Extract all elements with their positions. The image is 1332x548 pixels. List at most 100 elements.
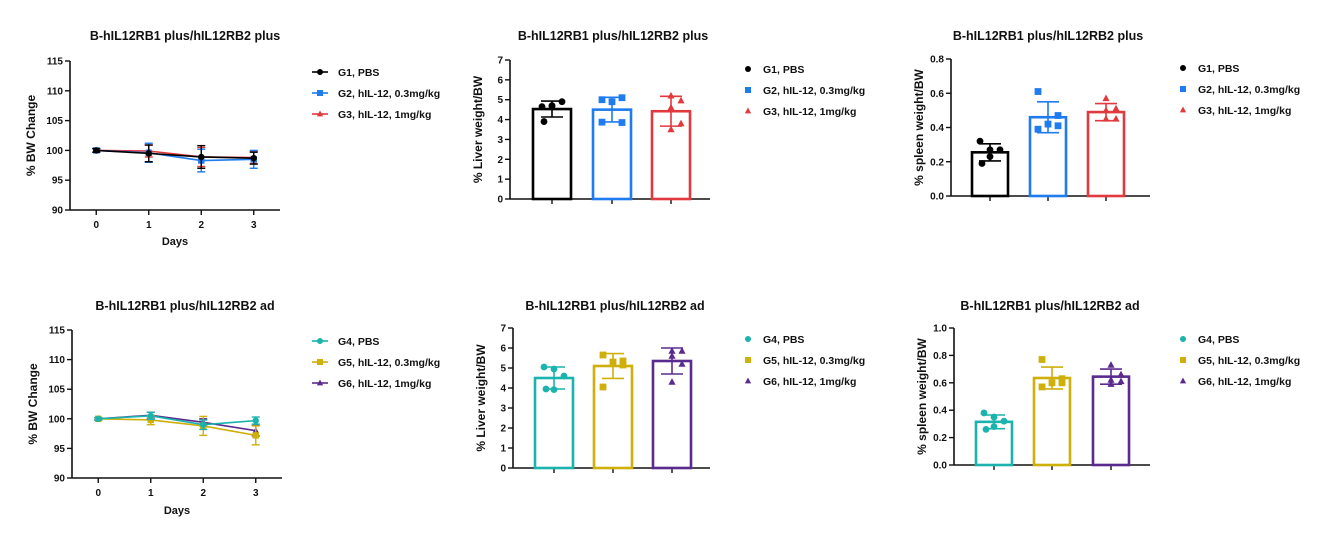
chart-title: B-hIL12RB1 plus/hIL12RB2 plus <box>90 29 280 43</box>
square-marker-icon <box>745 87 751 93</box>
legend-label: G3, hIL-12, 1mg/kg <box>1198 105 1291 117</box>
legend-entry: G1, PBS <box>1180 63 1239 75</box>
circle-marker-icon <box>1180 65 1186 71</box>
y-tick-label: 0.4 <box>930 123 944 134</box>
circle-marker-icon <box>317 69 323 75</box>
circle-marker-icon <box>745 336 751 342</box>
data-point <box>976 137 984 145</box>
legend-entry: G3, hIL-12, 1mg/kg <box>312 109 431 121</box>
data-point <box>1038 383 1046 391</box>
y-tick-label: 0 <box>497 195 503 206</box>
data-point <box>1107 361 1115 368</box>
data-point <box>1102 115 1110 122</box>
data-point <box>252 432 259 439</box>
data-point <box>250 154 257 162</box>
legend-entry: G4, PBS <box>745 334 804 346</box>
data-point <box>147 412 154 420</box>
y-tick-label: 110 <box>49 355 66 366</box>
data-point <box>252 417 259 424</box>
legend-entry: G5, hIL-12, 0.3mg/kg <box>312 357 440 369</box>
circle-marker-icon <box>317 338 323 344</box>
legend-entry: G4, PBS <box>1180 334 1239 346</box>
data-point <box>198 153 205 161</box>
x-tick-label: 3 <box>253 488 259 499</box>
y-tick-label: 0.6 <box>933 378 947 389</box>
chart-panel: B-hIL12RB1 plus/hIL12RB2 ad 90 95 100 105 110… <box>26 299 440 517</box>
legend-label: G4, PBS <box>763 334 804 346</box>
y-tick-label: 1.0 <box>933 324 947 335</box>
y-tick-label: 5 <box>500 364 506 375</box>
data-point <box>558 98 566 106</box>
data-point <box>668 347 676 354</box>
chart-panel: B-hIL12RB1 plus/hIL12RB2 plus 90 95 100 105 1… <box>24 29 440 248</box>
data-point <box>538 103 546 111</box>
circle-marker-icon <box>1180 336 1186 342</box>
x-tick-label: 1 <box>146 220 152 231</box>
legend-entry: G4, PBS <box>312 336 379 348</box>
y-tick-label: 100 <box>46 146 63 157</box>
data-point <box>540 363 548 371</box>
x-tick-label: 0 <box>93 220 99 231</box>
legend-entry: G1, PBS <box>312 67 379 79</box>
data-point <box>1054 112 1062 119</box>
data-point <box>1034 125 1042 133</box>
legend-label: G6, hIL-12, 1mg/kg <box>763 376 856 388</box>
y-tick-label: 105 <box>48 385 65 396</box>
chart-title: B-hIL12RB1 plus/hIL12RB2 ad <box>95 299 274 313</box>
data-point <box>599 383 607 391</box>
data-point <box>1102 94 1110 102</box>
chart-title: B-hIL12RB1 plus/hIL12RB2 plus <box>518 29 708 43</box>
y-axis-label: % BW Change <box>24 95 38 177</box>
bar <box>1091 375 1131 467</box>
data-point <box>668 352 676 359</box>
legend-label: G5, hIL-12, 0.3mg/kg <box>338 357 440 369</box>
square-marker-icon <box>317 90 323 96</box>
legend-entry: G3, hIL-12, 1mg/kg <box>1179 105 1291 117</box>
data-point <box>978 160 986 167</box>
y-tick-label: 5 <box>497 95 503 106</box>
data-point <box>1038 356 1046 363</box>
y-tick-label: 2 <box>500 424 506 435</box>
series-line <box>98 415 256 426</box>
data-point <box>990 423 998 431</box>
legend-label: G4, PBS <box>338 336 379 348</box>
y-tick-label: 1 <box>497 175 503 186</box>
bar-group-2 <box>1086 94 1126 201</box>
legend-label: G6, hIL-12, 1mg/kg <box>338 378 431 390</box>
y-tick-label: 0 <box>500 464 506 475</box>
bar-group-2 <box>651 347 693 473</box>
x-axis-label: Days <box>162 236 188 248</box>
data-point <box>667 125 675 133</box>
data-point <box>996 146 1004 154</box>
data-point <box>599 351 607 359</box>
x-tick-label: 1 <box>148 488 154 499</box>
y-tick-label: 2 <box>497 155 503 166</box>
data-point <box>1112 115 1120 122</box>
series-line <box>98 418 256 437</box>
data-point <box>986 146 994 154</box>
data-point <box>550 386 558 393</box>
triangle-marker-icon <box>316 110 324 117</box>
y-tick-label: 0.8 <box>933 351 947 362</box>
y-tick-label: 95 <box>52 176 64 187</box>
data-point <box>982 425 990 433</box>
y-tick-label: 0.6 <box>930 89 944 100</box>
legend-label: G5, hIL-12, 0.3mg/kg <box>1198 355 1300 367</box>
bar <box>531 107 573 201</box>
data-point <box>1107 380 1115 387</box>
bar-group-1 <box>1032 356 1072 470</box>
bar-group-0 <box>974 409 1014 470</box>
data-point <box>560 372 568 380</box>
bar-group-0 <box>970 137 1010 201</box>
legend-entry: G6, hIL-12, 1mg/kg <box>312 378 431 390</box>
legend-entry: G2, hIL-12, 0.3mg/kg <box>312 88 440 100</box>
bar <box>1086 110 1126 198</box>
data-point <box>1054 122 1062 130</box>
data-point <box>618 94 626 102</box>
data-point <box>548 102 556 110</box>
triangle-marker-icon <box>744 377 752 384</box>
y-axis-label: % Liver weight/BW <box>474 344 488 452</box>
legend-label: G5, hIL-12, 0.3mg/kg <box>763 355 865 367</box>
chart-title: B-hIL12RB1 plus/hIL12RB2 plus <box>953 29 1143 43</box>
bar <box>592 364 634 470</box>
